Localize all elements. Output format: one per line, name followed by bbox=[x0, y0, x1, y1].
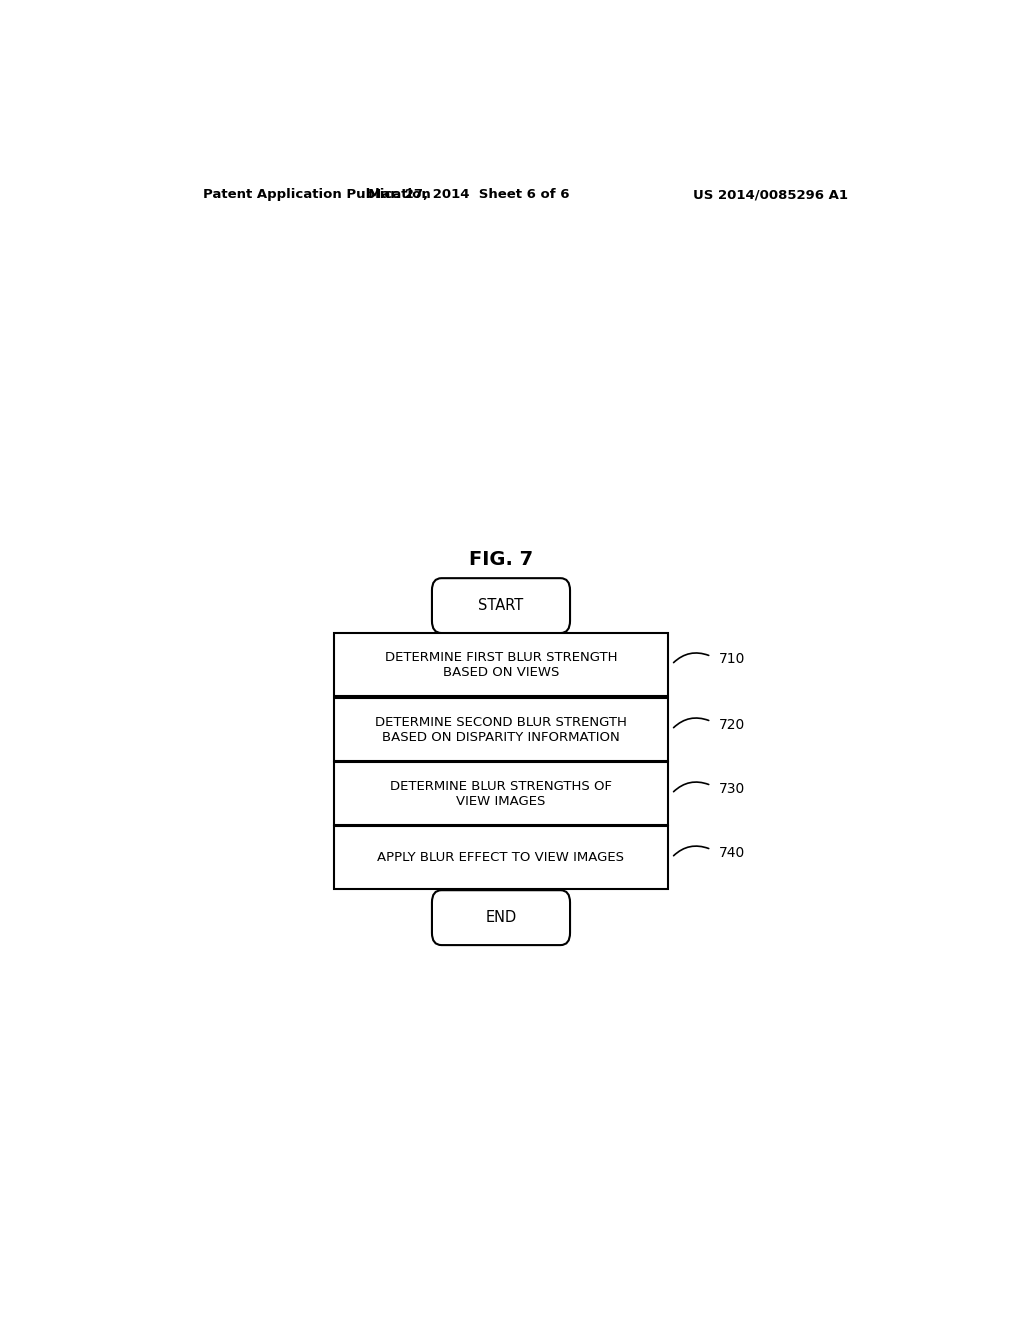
FancyBboxPatch shape bbox=[334, 762, 668, 825]
Text: US 2014/0085296 A1: US 2014/0085296 A1 bbox=[693, 189, 848, 202]
Text: Mar. 27, 2014  Sheet 6 of 6: Mar. 27, 2014 Sheet 6 of 6 bbox=[369, 189, 570, 202]
FancyBboxPatch shape bbox=[432, 578, 570, 634]
Text: Patent Application Publication: Patent Application Publication bbox=[204, 189, 431, 202]
Text: 740: 740 bbox=[719, 846, 745, 859]
Text: DETERMINE BLUR STRENGTHS OF
VIEW IMAGES: DETERMINE BLUR STRENGTHS OF VIEW IMAGES bbox=[390, 780, 612, 808]
Text: FIG. 7: FIG. 7 bbox=[469, 550, 534, 569]
FancyBboxPatch shape bbox=[432, 890, 570, 945]
Text: 710: 710 bbox=[719, 652, 745, 667]
FancyBboxPatch shape bbox=[334, 826, 668, 890]
Text: END: END bbox=[485, 911, 517, 925]
Text: START: START bbox=[478, 598, 523, 612]
Text: APPLY BLUR EFFECT TO VIEW IMAGES: APPLY BLUR EFFECT TO VIEW IMAGES bbox=[378, 851, 625, 865]
FancyBboxPatch shape bbox=[334, 634, 668, 696]
FancyBboxPatch shape bbox=[334, 698, 668, 762]
Text: DETERMINE SECOND BLUR STRENGTH
BASED ON DISPARITY INFORMATION: DETERMINE SECOND BLUR STRENGTH BASED ON … bbox=[375, 715, 627, 743]
Text: DETERMINE FIRST BLUR STRENGTH
BASED ON VIEWS: DETERMINE FIRST BLUR STRENGTH BASED ON V… bbox=[385, 651, 617, 678]
Text: 730: 730 bbox=[719, 781, 745, 796]
Text: 720: 720 bbox=[719, 718, 745, 731]
